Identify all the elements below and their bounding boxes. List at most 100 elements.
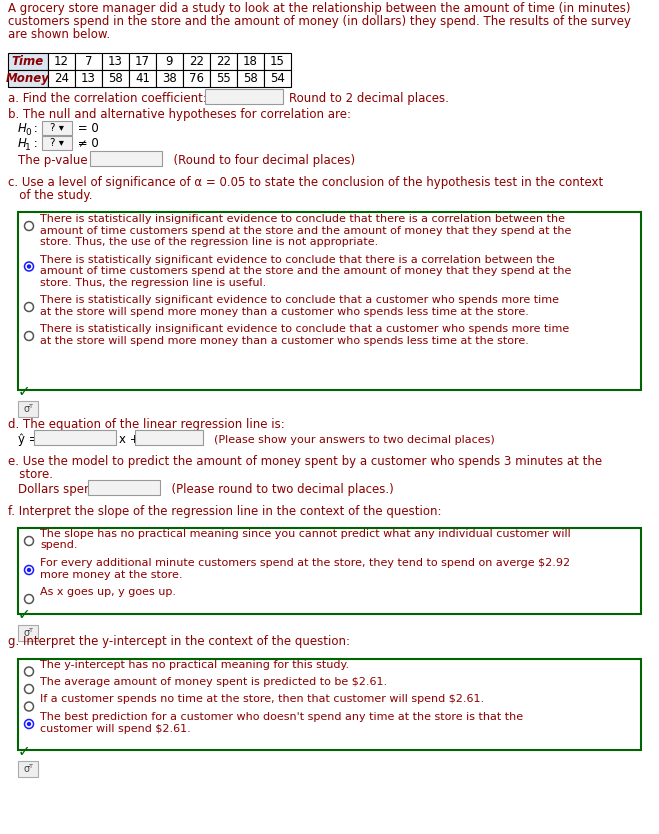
Text: 0: 0 [25,128,31,137]
Bar [18,528,641,614]
Text: customers spend in the store and the amount of money (in dollars) they spend. Th: customers spend in the store and the amo… [8,15,631,28]
Text: d. The equation of the linear regression line is:: d. The equation of the linear regression… [8,418,285,431]
Bar [18,401,38,417]
Bar [135,430,203,445]
Text: ? ▾: ? ▾ [50,123,64,133]
Bar [34,430,116,445]
Text: If a customer spends no time at the store, then that customer will spend $2.61.: If a customer spends no time at the stor… [40,695,484,705]
Bar [210,70,237,87]
Text: The average amount of money spent is predicted to be $2.61.: The average amount of money spent is pre… [40,677,387,687]
Text: 58: 58 [108,72,123,85]
Bar [90,151,162,166]
Text: σᵀ: σᵀ [23,627,33,637]
Text: As x goes up, y goes up.: As x goes up, y goes up. [40,587,176,597]
Text: e. Use the model to predict the amount of money spent by a customer who spends 3: e. Use the model to predict the amount o… [8,455,602,468]
Bar [183,70,210,87]
Bar [42,136,72,150]
Bar [129,70,156,87]
Bar [129,53,156,70]
Bar [102,70,129,87]
Text: a. Find the correlation coefficient:  r =: a. Find the correlation coefficient: r = [8,92,233,105]
Text: 7: 7 [85,55,92,68]
Text: 13: 13 [108,55,123,68]
Text: store. Thus, the use of the regression line is not appropriate.: store. Thus, the use of the regression l… [40,237,378,247]
Text: There is statistically insignificant evidence to conclude that a customer who sp: There is statistically insignificant evi… [40,324,569,334]
Text: (Please round to two decimal places.): (Please round to two decimal places.) [164,483,393,496]
Text: ✓: ✓ [18,384,31,399]
Text: σᵀ: σᵀ [23,404,33,414]
Text: :: : [30,137,42,150]
Text: b. The null and alternative hypotheses for correlation are:: b. The null and alternative hypotheses f… [8,108,351,121]
Text: 1: 1 [25,143,31,152]
Bar [183,53,210,70]
Bar [18,625,38,641]
Text: For every additional minute customers spend at the store, they tend to spend on : For every additional minute customers sp… [40,558,570,568]
Text: 12: 12 [54,55,69,68]
Bar [75,53,102,70]
Text: ŷ =: ŷ = [18,433,39,446]
Text: There is statistically significant evidence to conclude that a customer who spen: There is statistically significant evide… [40,295,559,305]
Text: ? ▾: ? ▾ [50,138,64,148]
Bar [156,53,183,70]
Text: 24: 24 [54,72,69,85]
Bar [205,89,283,104]
Text: H: H [18,122,27,135]
Text: 38: 38 [162,72,177,85]
Bar [18,659,641,750]
Text: Dollars spent =: Dollars spent = [18,483,110,496]
Bar [75,70,102,87]
Text: customer will spend $2.61.: customer will spend $2.61. [40,724,190,733]
Text: Time: Time [12,55,44,68]
Text: The p-value is:: The p-value is: [18,154,105,167]
Text: There is statistically significant evidence to conclude that there is a correlat: There is statistically significant evide… [40,254,555,264]
Text: 41: 41 [135,72,150,85]
Text: :: : [30,122,42,135]
Bar [48,70,75,87]
Text: 22: 22 [216,55,231,68]
Bar [210,53,237,70]
Text: 55: 55 [216,72,231,85]
Bar [88,480,160,495]
Text: 58: 58 [243,72,258,85]
Bar [264,53,291,70]
Text: 76: 76 [189,72,204,85]
Text: x +: x + [119,433,140,446]
Text: more money at the store.: more money at the store. [40,570,183,580]
Text: of the study.: of the study. [8,189,92,202]
Text: H: H [18,137,27,150]
Text: amount of time customers spend at the store and the amount of money that they sp: amount of time customers spend at the st… [40,225,571,235]
Text: The slope has no practical meaning since you cannot predict what any individual : The slope has no practical meaning since… [40,529,571,539]
Text: The y-intercept has no practical meaning for this study.: The y-intercept has no practical meaning… [40,660,349,670]
Text: are shown below.: are shown below. [8,28,110,41]
Circle shape [27,721,31,726]
Bar [237,53,264,70]
Text: spend.: spend. [40,540,78,550]
Bar [18,761,38,777]
Text: ≠ 0: ≠ 0 [74,137,99,150]
Text: ✓: ✓ [18,607,31,622]
Text: There is statistically insignificant evidence to conclude that there is a correl: There is statistically insignificant evi… [40,214,565,224]
Bar [8,70,48,87]
Text: at the store will spend more money than a customer who spends less time at the s: at the store will spend more money than … [40,335,529,345]
Text: c. Use a level of significance of α = 0.05 to state the conclusion of the hypoth: c. Use a level of significance of α = 0.… [8,176,603,189]
Circle shape [27,568,31,572]
Text: The best prediction for a customer who doesn't spend any time at the store is th: The best prediction for a customer who d… [40,712,523,722]
Bar [102,53,129,70]
Text: store.: store. [8,468,53,481]
Text: 22: 22 [189,55,204,68]
Bar [18,212,641,390]
Text: A grocery store manager did a study to look at the relationship between the amou: A grocery store manager did a study to l… [8,2,631,15]
Text: at the store will spend more money than a customer who spends less time at the s: at the store will spend more money than … [40,307,529,316]
Bar [264,70,291,87]
Text: Money: Money [6,72,50,85]
Text: g. Interpret the y-intercept in the context of the question:: g. Interpret the y-intercept in the cont… [8,636,350,649]
Text: store. Thus, the regression line is useful.: store. Thus, the regression line is usef… [40,278,266,288]
Text: σᵀ: σᵀ [23,764,33,774]
Text: (Please show your answers to two decimal places): (Please show your answers to two decimal… [207,435,495,445]
Text: 17: 17 [135,55,150,68]
Text: ✓: ✓ [18,744,31,759]
Text: Round to 2 decimal places.: Round to 2 decimal places. [289,92,449,105]
Text: 18: 18 [243,55,258,68]
Text: 9: 9 [166,55,173,68]
Bar [42,121,72,135]
